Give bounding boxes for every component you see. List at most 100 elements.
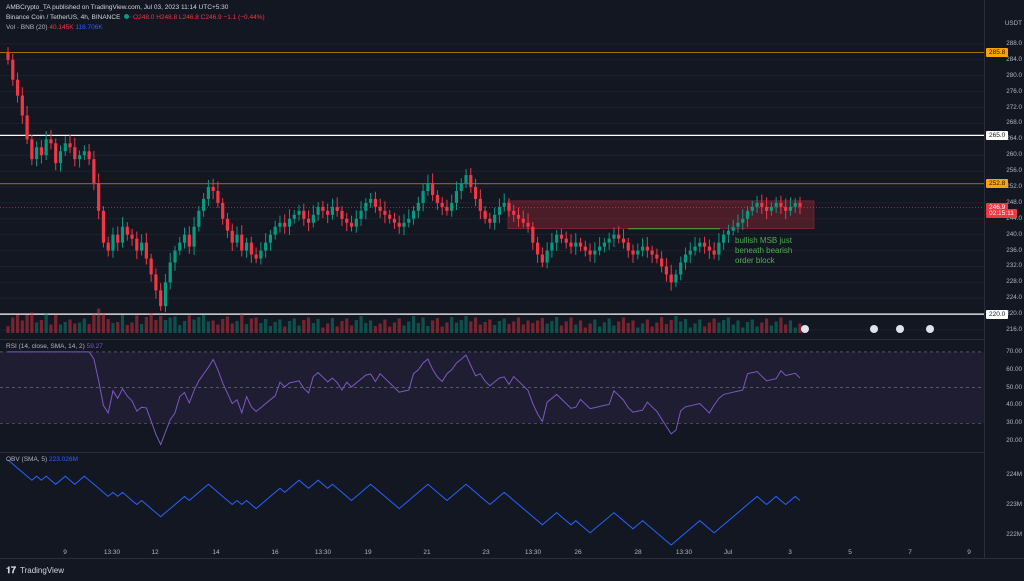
candle-body [559, 234, 564, 239]
candle-body [77, 155, 82, 160]
volume-bar [545, 323, 549, 333]
volume-bar [798, 323, 802, 333]
volume-bar [354, 320, 358, 333]
candle-body [564, 238, 568, 243]
candle-body [726, 230, 731, 235]
candle-body [321, 206, 325, 211]
volume-bar [459, 320, 463, 333]
candle-body [349, 222, 354, 227]
volume-bar [431, 320, 435, 333]
volume-bar [326, 323, 330, 333]
volume-bar [225, 316, 230, 333]
candle-body [125, 226, 129, 235]
candle-body [216, 190, 220, 203]
candle-body [569, 242, 573, 247]
rsi-pane-divider[interactable] [0, 339, 984, 340]
candle-body [588, 250, 592, 255]
volume-bar [574, 324, 578, 333]
volume-bar [683, 319, 688, 333]
earnings-event-icon [896, 325, 904, 333]
candle-body [20, 95, 24, 116]
candle-body [435, 194, 439, 203]
volume-bar [345, 318, 349, 333]
candle-body [139, 242, 144, 251]
volume-bar [669, 320, 673, 333]
volume-value: 40.145K [49, 24, 74, 31]
volume-bar [655, 322, 659, 333]
obv-legend: OBV (SMA, 5) 223.026M [6, 456, 78, 463]
volume-bar [559, 325, 564, 333]
volume-bar [411, 316, 416, 333]
volume-bar [693, 323, 697, 333]
volume-bar [25, 315, 29, 333]
volume-bar [349, 325, 354, 333]
volume-bar [221, 319, 225, 333]
volume-bar [779, 317, 783, 333]
footer-brand: TradingView [20, 566, 65, 575]
price-tick-label: 264.0 [1006, 135, 1022, 143]
candle-body [607, 238, 611, 243]
volume-bar [774, 321, 778, 333]
candle-body [383, 210, 387, 215]
volume-bar [369, 320, 373, 333]
candle-body [555, 234, 559, 243]
volume-bar [760, 322, 764, 333]
candle-body [130, 234, 134, 239]
candle-body [73, 147, 77, 160]
volume-bar [612, 325, 616, 333]
volume-bar [512, 321, 516, 333]
time-tick-label: 14 [212, 549, 220, 556]
candle-body [326, 210, 330, 215]
obv-pane-divider[interactable] [0, 452, 984, 453]
time-tick-label: 21 [423, 549, 431, 556]
volume-bar [149, 313, 153, 333]
volume-bar [464, 316, 468, 333]
volume-bar [679, 321, 683, 333]
volume-bar [569, 317, 573, 333]
candle-body [779, 202, 783, 207]
publisher-line: AMBCrypto_TA published on TradingView.co… [6, 4, 229, 11]
candle-body [111, 234, 115, 251]
volume-bar [416, 323, 420, 333]
volume-bar [493, 325, 497, 333]
volume-bar [364, 323, 368, 333]
volume-bar [750, 319, 754, 333]
candle-body [598, 246, 602, 251]
volume-bar [660, 317, 664, 333]
volume-bar [736, 320, 740, 333]
candle-body [550, 242, 554, 251]
candle-body [626, 242, 630, 251]
volume-bar [550, 321, 554, 333]
candle-body [35, 147, 39, 160]
candle-body [287, 218, 292, 227]
rsi-tick-label: 50.00 [1006, 383, 1022, 391]
volume-bar [626, 323, 630, 333]
candle-body [407, 218, 411, 223]
volume-bar [602, 322, 606, 333]
candle-body [488, 218, 492, 223]
volume-bar [540, 318, 544, 333]
candle-body [101, 210, 106, 243]
candle-body [197, 210, 201, 227]
chart-canvas[interactable] [0, 0, 984, 558]
volume-bar [130, 322, 134, 333]
candle-body [302, 210, 306, 219]
price-tick-label: 288.0 [1006, 39, 1022, 47]
volume-bar [249, 318, 253, 333]
obv-tick-label: 222M [1006, 531, 1022, 538]
candle-body [578, 242, 583, 247]
ohlc-high: H248.8 [156, 14, 178, 21]
volume-bar [531, 323, 535, 333]
obv-tick-label: 224M [1006, 471, 1022, 478]
candle-body [359, 210, 363, 219]
volume-bar [330, 318, 335, 333]
candle-body [741, 218, 745, 223]
candle-body [688, 250, 692, 255]
ohlc-change: −1.1 (−0.44%) [223, 14, 265, 21]
candle-body [82, 151, 86, 156]
volume-bar [6, 326, 10, 333]
price-axis[interactable]: USDT 288.0 284.0 280.0 276.0 272.0 268.0 264.0… [984, 0, 1024, 558]
volume-bar [168, 317, 172, 333]
candle-body [669, 274, 673, 283]
market-status-icon [124, 14, 130, 19]
